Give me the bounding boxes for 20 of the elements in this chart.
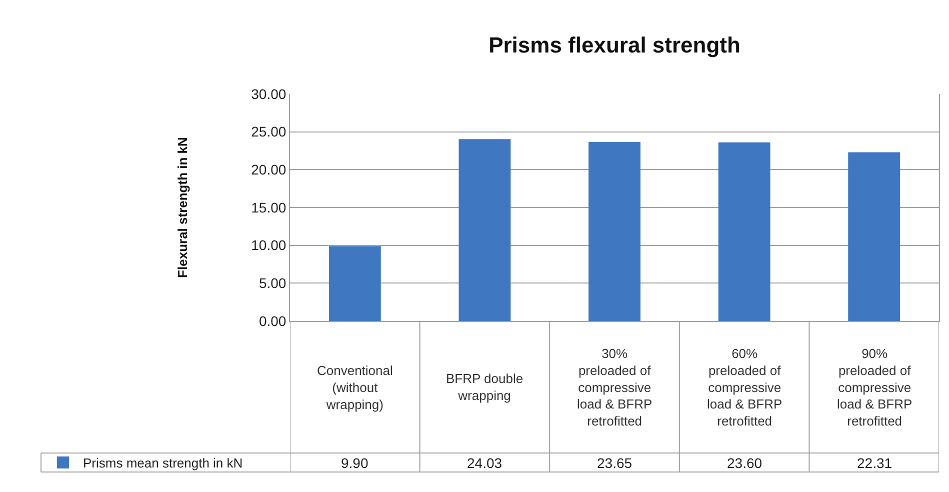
x-tick-label: 60% preloaded of compressive load & BFRP retrofitted bbox=[707, 346, 782, 429]
text: 22.31 bbox=[857, 455, 892, 471]
y-tick-label: 10.00 bbox=[251, 237, 286, 254]
x-tick-label: BFRP double wrapping bbox=[446, 371, 524, 403]
y-tick-label: 25.00 bbox=[251, 124, 286, 140]
y-tick-label: 0.00 bbox=[258, 312, 286, 329]
y-axis-title: Flexural strength in kN bbox=[175, 137, 190, 278]
text: 23.60 bbox=[727, 455, 762, 471]
text: 9.90 bbox=[341, 455, 368, 471]
x-tick-label: Conventional (without wrapping) bbox=[317, 363, 393, 412]
y-tick-label: 15.00 bbox=[251, 199, 286, 216]
chart-title: Prisms flexural strength bbox=[488, 32, 740, 58]
x-tick-label: 90% preloaded of compressive load & BFRP retrofitted bbox=[837, 346, 912, 429]
y-tick-label: 5.00 bbox=[258, 275, 286, 292]
y-tick-label: 30.00 bbox=[251, 86, 286, 102]
text: 24.03 bbox=[467, 455, 502, 471]
text: 23.65 bbox=[597, 455, 632, 471]
y-tick-label: 20.00 bbox=[251, 162, 286, 178]
x-tick-label: 30% preloaded of compressive load & BFRP retrofitted bbox=[577, 346, 652, 429]
legend-label: Prisms mean strength in kN bbox=[83, 456, 243, 471]
